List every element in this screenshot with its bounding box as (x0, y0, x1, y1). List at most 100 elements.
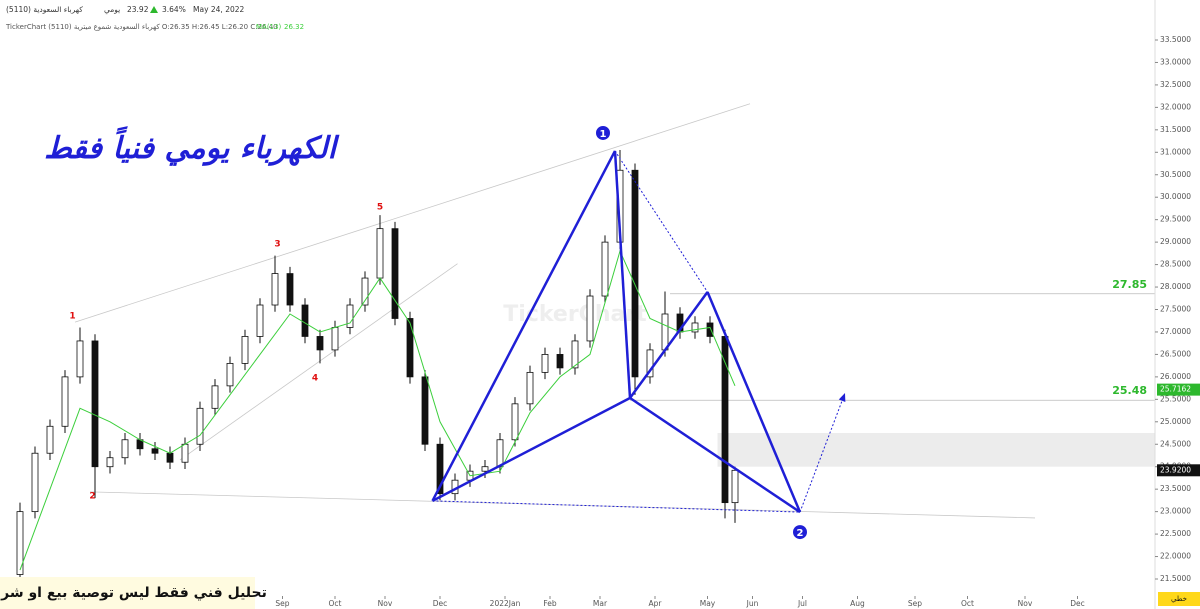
header-period: يومي (104, 5, 120, 14)
header-date: May 24, 2022 (193, 5, 245, 14)
y-tick-label: 23.5000 (1160, 484, 1191, 493)
x-tick-label: Dec (1070, 599, 1085, 608)
candle-body (421, 376, 429, 445)
candle-body (481, 466, 489, 472)
y-tick-label: 27.5000 (1160, 305, 1191, 314)
zone (717, 433, 1155, 467)
x-tick-label: Nov (1018, 599, 1033, 608)
header-price: 23.92 (127, 5, 149, 14)
pattern-dotted-line (432, 500, 801, 513)
y-tick-label: 31.5000 (1160, 125, 1191, 134)
candle-body (181, 443, 189, 463)
arrow-head (838, 393, 846, 403)
trend-line (89, 491, 1036, 519)
x-tick-label: Aug (850, 599, 865, 608)
y-tick-label: 29.5000 (1160, 215, 1191, 224)
y-tick-label: 26.0000 (1160, 372, 1191, 381)
candle-body (691, 322, 699, 333)
candle-body (46, 425, 54, 454)
candle-body (556, 354, 564, 369)
disclaimer-box (0, 577, 255, 609)
x-tick-label: 2022Jan (490, 599, 521, 608)
wave-label: 1 (69, 311, 75, 321)
y-tick-label: 22.0000 (1160, 552, 1191, 561)
y-tick-label: 25.5000 (1160, 394, 1191, 403)
price-tag-label: 25.7162 (1160, 385, 1191, 394)
wave-label: 4 (312, 373, 318, 383)
candle-body (316, 336, 324, 351)
y-tick-label: 30.0000 (1160, 192, 1191, 201)
x-tick-label: Dec (433, 599, 448, 608)
pattern-line (628, 291, 709, 399)
x-tick-label: Sep (908, 599, 922, 608)
candle-body (601, 241, 609, 297)
candle-body (346, 304, 354, 328)
candle-body (31, 452, 39, 513)
y-tick-label: 33.5000 (1160, 35, 1191, 44)
disclaimer: تحليل فني فقط ليس توصية بيع او شراء (0, 585, 267, 601)
x-tick-label: Jul (797, 599, 807, 608)
corner-box (1158, 592, 1200, 606)
candle-body (496, 439, 504, 468)
trend-line (74, 103, 751, 323)
candle-body (16, 511, 24, 575)
y-tick-label: 32.0000 (1160, 102, 1191, 111)
candle-body (286, 273, 294, 306)
candle-body (196, 407, 204, 445)
level-label: 27.85 (1112, 278, 1147, 291)
candle-body (301, 304, 309, 337)
candle-body (406, 318, 414, 378)
y-tick-label: 26.5000 (1160, 349, 1191, 358)
level-label: 25.48 (1112, 384, 1147, 397)
wave-label: 3 (274, 239, 280, 249)
candle-body (511, 403, 519, 441)
plot-area: 27.8525.4821.500022.000022.500023.000023… (16, 0, 1191, 609)
candle-body (631, 169, 639, 378)
candle-body (541, 354, 549, 373)
candle-body (731, 469, 739, 504)
y-tick-label: 30.5000 (1160, 170, 1191, 179)
y-tick-label: 28.0000 (1160, 282, 1191, 291)
x-tick-label: Nov (378, 599, 393, 608)
corner-label: خطي (1171, 595, 1187, 603)
pattern-line (629, 396, 801, 514)
y-tick-label: 29.0000 (1160, 237, 1191, 246)
y-tick-label: 31.0000 (1160, 147, 1191, 156)
y-tick-label: 21.5000 (1160, 574, 1191, 583)
x-tick-label: Feb (543, 599, 557, 608)
y-tick-label: 25.0000 (1160, 417, 1191, 426)
y-tick-label: 28.5000 (1160, 260, 1191, 269)
candle-body (571, 340, 579, 369)
x-tick-label: Jun (746, 599, 759, 608)
pattern-line (431, 150, 617, 502)
candle-body (586, 295, 594, 342)
candle-body (241, 336, 249, 364)
wave-label: 2 (89, 491, 95, 501)
y-tick-label: 33.0000 (1160, 57, 1191, 66)
candle-body (211, 385, 219, 409)
pattern-marker (596, 125, 610, 140)
pattern-dotted-line (614, 150, 708, 293)
candle-body (151, 448, 159, 454)
candle-body (121, 439, 129, 459)
candle-body (661, 313, 669, 351)
candle-body (256, 304, 264, 337)
candle-body (526, 371, 534, 405)
candle-body (61, 376, 69, 427)
y-tick-label: 24.5000 (1160, 439, 1191, 448)
candle-body (706, 322, 714, 337)
header-change: 3.64% (162, 5, 186, 14)
candle-body (166, 452, 174, 463)
trend-line (179, 263, 458, 461)
candle-body (226, 362, 234, 387)
x-tick-label: Oct (961, 599, 974, 608)
header-symbol: (5110) كهرباء السعودية (6, 5, 83, 14)
candle-body (106, 457, 114, 468)
candle-body (331, 327, 339, 351)
y-tick-label: 23.0000 (1160, 507, 1191, 516)
price-tag (1157, 383, 1200, 396)
ma-name: MA(13) (256, 23, 281, 31)
header-source: TickerChart (5110) كهرباء السعودية شموع … (5, 23, 278, 31)
x-tick-label: Apr (649, 599, 663, 608)
